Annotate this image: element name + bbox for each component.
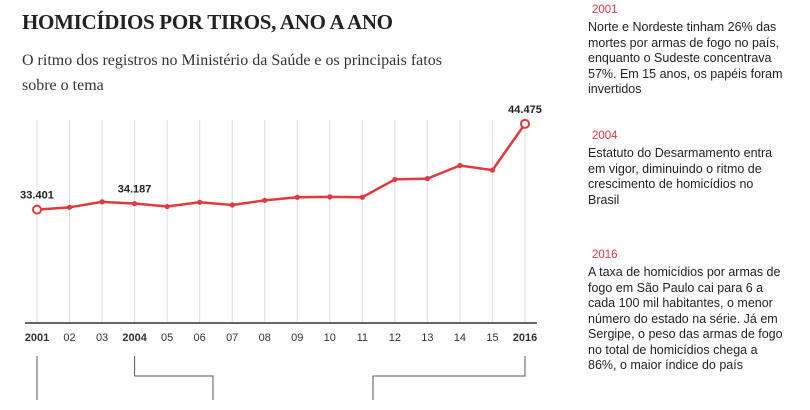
data-point xyxy=(229,202,235,208)
annotation-text: Estatuto do Desarmamento entra em vigor,… xyxy=(588,146,773,207)
annotation-connector-2004 xyxy=(134,356,214,400)
line-chart: 2001 02 03 2004 05 06 07 08 09 10 11 12 13 14 15 2016 33… xyxy=(20,104,542,400)
data-point xyxy=(132,200,138,207)
annotation-2016: 2016 A taxa de homicídios por armas de f… xyxy=(588,249,788,374)
data-point xyxy=(32,204,42,215)
annotation-year: 2001 xyxy=(592,4,618,16)
chart-subtitle: O ritmo dos registros no Ministério da S… xyxy=(22,52,442,94)
x-tick-label: 10 xyxy=(324,332,336,344)
x-tick-label: 15 xyxy=(486,332,498,344)
annotation-2001: 2001 Norte e Nordeste tinham 26% das mor… xyxy=(588,4,788,98)
x-tick-label: 09 xyxy=(291,332,303,344)
data-point xyxy=(164,203,170,210)
x-tick-label: 13 xyxy=(421,332,433,344)
annotation-2004: 2004 Estatuto do Desarmamento entra em v… xyxy=(588,130,788,208)
data-point xyxy=(66,204,73,210)
x-tick-label: 02 xyxy=(63,332,75,344)
annotation-year: 2004 xyxy=(592,130,618,142)
data-point xyxy=(359,194,365,200)
data-point xyxy=(457,162,463,169)
data-point xyxy=(99,199,105,205)
x-tick-label: 05 xyxy=(161,332,173,344)
data-point xyxy=(262,197,268,203)
x-tick-label: 03 xyxy=(96,332,108,344)
data-point xyxy=(327,194,333,200)
data-label: 44.475 xyxy=(508,104,542,116)
data-label: 33.401 xyxy=(20,190,54,202)
data-point xyxy=(424,176,430,182)
annotation-connector-2016 xyxy=(372,356,526,400)
x-tick-label: 11 xyxy=(357,332,368,344)
data-point xyxy=(520,118,530,129)
x-tick-label: 2004 xyxy=(122,332,147,344)
data-point xyxy=(489,167,496,173)
x-tick-label: 2001 xyxy=(25,332,49,344)
x-tick-label: 06 xyxy=(194,332,206,344)
data-label: 34.187 xyxy=(118,184,152,196)
x-tick-label: 12 xyxy=(389,332,401,344)
x-tick-label: 14 xyxy=(454,332,466,344)
data-point xyxy=(294,194,300,200)
x-tick-label: 07 xyxy=(226,332,238,344)
annotation-text: A taxa de homicídios por armas de fogo e… xyxy=(588,265,783,372)
series-line xyxy=(35,122,527,211)
x-tick-label: 2016 xyxy=(513,332,537,344)
data-point xyxy=(197,199,203,205)
chart-title: HOMICÍDIOS POR TIROS, ANO A ANO xyxy=(22,10,393,34)
data-point xyxy=(392,176,398,183)
annotation-year: 2016 xyxy=(592,249,618,261)
x-tick-label: 08 xyxy=(259,332,271,344)
annotation-text: Norte e Nordeste tinham 26% das mortes p… xyxy=(588,20,783,96)
